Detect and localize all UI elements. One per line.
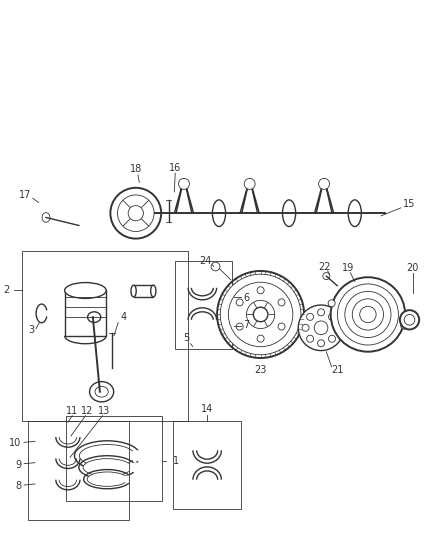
Bar: [173, 421, 241, 509]
Circle shape: [314, 321, 328, 335]
Circle shape: [236, 323, 243, 330]
Bar: [28, 421, 129, 520]
Text: 24: 24: [200, 256, 212, 266]
Bar: [175, 261, 232, 349]
Circle shape: [236, 299, 243, 306]
Circle shape: [318, 340, 325, 347]
Circle shape: [110, 188, 161, 239]
Ellipse shape: [89, 382, 114, 402]
Circle shape: [360, 306, 376, 322]
Ellipse shape: [88, 312, 101, 322]
Text: 2: 2: [4, 286, 10, 295]
Circle shape: [257, 335, 264, 342]
Text: 20: 20: [406, 263, 419, 273]
Ellipse shape: [64, 282, 106, 298]
Circle shape: [400, 310, 419, 329]
Ellipse shape: [83, 458, 131, 477]
Polygon shape: [240, 179, 259, 213]
Polygon shape: [314, 179, 334, 213]
Circle shape: [220, 274, 301, 355]
Text: 14: 14: [201, 405, 213, 414]
Circle shape: [257, 287, 264, 294]
Text: 1: 1: [173, 456, 179, 466]
Text: 22: 22: [319, 262, 331, 271]
Text: 13: 13: [98, 407, 110, 416]
Ellipse shape: [79, 445, 135, 467]
Ellipse shape: [42, 213, 50, 222]
Bar: [22, 251, 188, 421]
Wedge shape: [107, 475, 132, 483]
Text: 6: 6: [243, 294, 249, 303]
Ellipse shape: [318, 179, 330, 189]
Ellipse shape: [151, 285, 156, 297]
Circle shape: [302, 324, 309, 332]
Ellipse shape: [283, 200, 296, 227]
Text: 3: 3: [28, 326, 35, 335]
Ellipse shape: [178, 179, 189, 189]
Circle shape: [298, 305, 344, 351]
Bar: [66, 416, 162, 501]
Ellipse shape: [87, 472, 127, 486]
Text: 11: 11: [66, 407, 78, 416]
Circle shape: [323, 272, 330, 280]
Wedge shape: [107, 450, 142, 462]
Text: 21: 21: [331, 366, 343, 375]
Wedge shape: [107, 462, 137, 473]
Circle shape: [307, 335, 314, 342]
Ellipse shape: [95, 386, 108, 397]
Circle shape: [318, 309, 325, 316]
Circle shape: [278, 323, 285, 330]
Text: 7: 7: [243, 320, 249, 330]
Text: 17: 17: [19, 190, 31, 199]
Text: 5: 5: [183, 334, 189, 343]
Text: 23: 23: [254, 366, 267, 375]
Circle shape: [247, 301, 275, 328]
Circle shape: [328, 313, 336, 320]
Circle shape: [253, 307, 268, 322]
Circle shape: [333, 324, 340, 332]
Circle shape: [307, 313, 314, 320]
Circle shape: [404, 314, 415, 325]
Circle shape: [228, 282, 293, 346]
Ellipse shape: [212, 200, 226, 227]
Ellipse shape: [244, 179, 255, 189]
Ellipse shape: [348, 200, 361, 227]
Bar: [134, 285, 153, 297]
Circle shape: [117, 195, 154, 231]
Text: 10: 10: [9, 439, 21, 448]
Circle shape: [128, 206, 143, 221]
Text: 18: 18: [130, 165, 142, 174]
Circle shape: [401, 322, 408, 329]
Text: 19: 19: [342, 263, 354, 273]
Text: 16: 16: [169, 164, 181, 173]
Circle shape: [352, 299, 384, 330]
Ellipse shape: [131, 285, 136, 297]
Bar: [64, 290, 106, 336]
Circle shape: [211, 262, 220, 271]
Text: 8: 8: [15, 481, 21, 491]
Circle shape: [328, 300, 335, 307]
Circle shape: [331, 277, 405, 352]
Circle shape: [328, 335, 336, 342]
Circle shape: [278, 299, 285, 306]
Circle shape: [337, 284, 399, 345]
Text: 12: 12: [81, 407, 94, 416]
Circle shape: [345, 292, 391, 337]
Text: 4: 4: [121, 312, 127, 322]
Text: 15: 15: [403, 199, 415, 208]
Polygon shape: [174, 179, 194, 213]
Text: 9: 9: [15, 460, 21, 470]
